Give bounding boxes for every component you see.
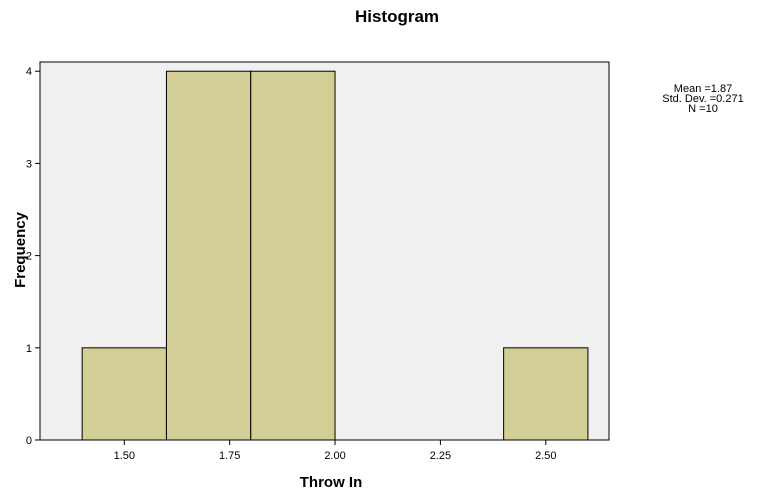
y-tick-label: 1 bbox=[26, 343, 32, 355]
x-tick-label: 1.50 bbox=[114, 450, 135, 462]
x-axis-ticks: 1.50 1.75 2.00 2.25 2.50 bbox=[114, 440, 557, 462]
histogram-bar bbox=[82, 348, 166, 440]
histogram-bar bbox=[251, 71, 335, 440]
y-tick-label: 3 bbox=[26, 158, 32, 170]
x-tick-label: 2.25 bbox=[430, 450, 451, 462]
stat-line: N =10 bbox=[688, 103, 718, 115]
x-tick-label: 2.50 bbox=[535, 450, 556, 462]
x-tick-label: 1.75 bbox=[219, 450, 240, 462]
y-tick-label: 4 bbox=[26, 66, 32, 78]
x-axis-label: Throw In bbox=[300, 474, 363, 491]
y-axis-label: Frequency bbox=[12, 211, 29, 288]
x-tick-label: 2.00 bbox=[324, 450, 345, 462]
histogram-bar bbox=[166, 71, 250, 440]
y-tick-label: 0 bbox=[26, 435, 32, 447]
chart-title: Histogram bbox=[355, 7, 439, 26]
histogram-bar bbox=[504, 348, 588, 440]
